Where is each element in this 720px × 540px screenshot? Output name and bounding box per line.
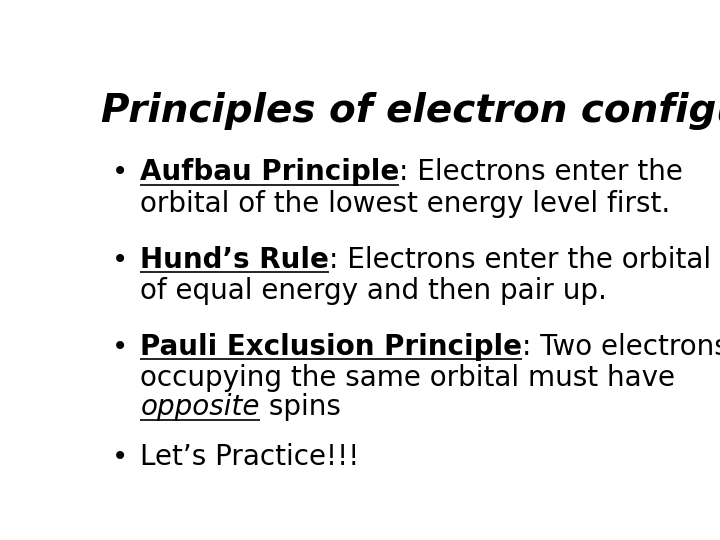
- Text: orbital of the lowest energy level first.: orbital of the lowest energy level first…: [140, 190, 670, 218]
- Text: •: •: [112, 246, 129, 274]
- Text: Principles of electron configurations:: Principles of electron configurations:: [101, 92, 720, 130]
- Text: occupying the same orbital must have: occupying the same orbital must have: [140, 364, 675, 392]
- Text: •: •: [112, 158, 129, 186]
- Text: opposite: opposite: [140, 393, 260, 421]
- Text: Aufbau Principle: Aufbau Principle: [140, 158, 400, 186]
- Text: : Two electrons: : Two electrons: [522, 333, 720, 361]
- Text: : Electrons enter the: : Electrons enter the: [400, 158, 683, 186]
- Text: Hund’s Rule: Hund’s Rule: [140, 246, 329, 274]
- Text: •: •: [112, 443, 129, 471]
- Text: Pauli Exclusion Principle: Pauli Exclusion Principle: [140, 333, 522, 361]
- Text: : Electrons enter the orbital: : Electrons enter the orbital: [329, 246, 711, 274]
- Text: •: •: [112, 333, 129, 361]
- Text: Let’s Practice!!!: Let’s Practice!!!: [140, 443, 359, 471]
- Text: spins: spins: [260, 393, 341, 421]
- Text: of equal energy and then pair up.: of equal energy and then pair up.: [140, 277, 607, 305]
